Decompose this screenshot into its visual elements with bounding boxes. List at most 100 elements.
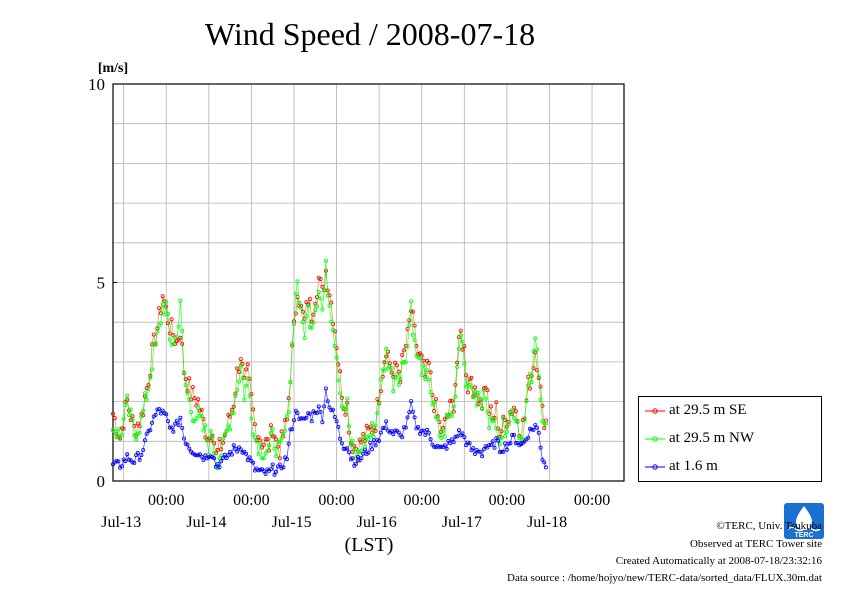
- data-point: [403, 360, 408, 365]
- data-point: [416, 355, 421, 360]
- data-point: [217, 465, 222, 470]
- data-point: [167, 425, 172, 430]
- logo-text: TERC: [794, 532, 813, 539]
- data-point: [149, 420, 154, 425]
- data-point: [421, 358, 426, 363]
- data-point: [169, 317, 174, 322]
- data-point: [181, 436, 186, 441]
- data-point: [224, 456, 229, 461]
- data-point: [362, 447, 367, 452]
- data-point: [158, 311, 163, 316]
- data-point: [222, 432, 227, 437]
- data-point: [311, 312, 316, 317]
- data-point: [533, 336, 538, 341]
- data-point: [304, 314, 309, 319]
- data-point: [146, 382, 151, 387]
- data-point: [178, 415, 183, 420]
- chart-title: Wind Speed / 2008-07-18: [205, 16, 535, 52]
- data-point: [174, 334, 179, 339]
- data-point: [215, 447, 220, 452]
- data-point: [449, 398, 454, 403]
- data-point: [125, 452, 130, 457]
- data-point: [286, 441, 291, 446]
- data-point: [144, 431, 149, 436]
- data-point: [281, 431, 286, 436]
- data-point: [446, 414, 451, 419]
- data-point: [369, 447, 374, 452]
- data-point: [352, 447, 357, 452]
- data-point: [238, 357, 243, 362]
- data-point: [240, 376, 245, 381]
- data-point: [535, 425, 540, 430]
- data-point: [515, 419, 520, 424]
- data-point: [506, 441, 511, 446]
- data-point: [481, 387, 486, 392]
- data-point: [362, 438, 367, 443]
- data-point: [251, 432, 256, 437]
- data-point: [171, 341, 176, 346]
- data-point: [371, 438, 376, 443]
- data-point: [359, 448, 364, 453]
- x-date-label: Jul-18: [527, 514, 567, 531]
- data-point: [313, 410, 318, 415]
- data-point: [366, 436, 371, 441]
- data-point: [366, 450, 371, 455]
- data-point: [286, 396, 291, 401]
- footer-observed: Observed at TERC Tower site: [689, 538, 822, 550]
- data-point: [423, 432, 428, 437]
- data-point: [490, 439, 495, 444]
- data-point: [283, 428, 288, 433]
- data-point: [334, 355, 339, 360]
- data-point: [432, 444, 437, 449]
- data-point: [350, 438, 355, 443]
- data-point: [543, 421, 548, 426]
- data-point: [299, 306, 304, 311]
- data-point: [393, 376, 398, 381]
- data-point: [536, 374, 541, 379]
- data-point: [157, 306, 162, 311]
- data-point: [165, 419, 170, 424]
- data-point: [323, 268, 328, 273]
- data-point: [247, 455, 252, 460]
- data-point: [164, 412, 169, 417]
- data-point: [279, 436, 284, 441]
- data-point: [149, 367, 154, 372]
- data-point: [291, 418, 296, 423]
- data-point: [119, 433, 124, 438]
- data-point: [531, 366, 536, 371]
- data-point: [417, 355, 422, 360]
- data-point: [453, 434, 458, 439]
- data-point: [451, 404, 456, 409]
- data-point: [334, 419, 339, 424]
- data-point: [359, 440, 364, 445]
- data-point: [119, 464, 124, 469]
- y-tick-label: 0: [97, 472, 106, 491]
- data-point: [451, 409, 456, 414]
- data-point: [251, 460, 256, 465]
- legend-item-1-6m: at 1.6 m: [639, 457, 821, 479]
- data-point: [123, 402, 128, 407]
- data-point: [259, 456, 264, 461]
- data-point: [329, 300, 334, 305]
- data-point: [114, 458, 119, 463]
- data-point: [400, 352, 405, 357]
- data-point: [382, 360, 387, 365]
- data-point: [314, 410, 319, 415]
- data-point: [533, 422, 538, 427]
- data-point: [284, 414, 289, 419]
- data-point: [208, 438, 213, 443]
- data-point: [369, 421, 374, 426]
- data-point: [499, 435, 504, 440]
- data-point: [410, 409, 415, 414]
- data-point: [139, 414, 144, 419]
- data-point: [499, 429, 504, 434]
- data-point: [377, 438, 382, 443]
- data-point: [270, 426, 275, 431]
- data-point: [346, 424, 351, 429]
- data-point: [456, 428, 461, 433]
- data-point: [203, 453, 208, 458]
- x-time-label: 00:00: [318, 492, 354, 509]
- data-point: [306, 303, 311, 308]
- data-point: [313, 308, 318, 313]
- data-point: [343, 407, 348, 412]
